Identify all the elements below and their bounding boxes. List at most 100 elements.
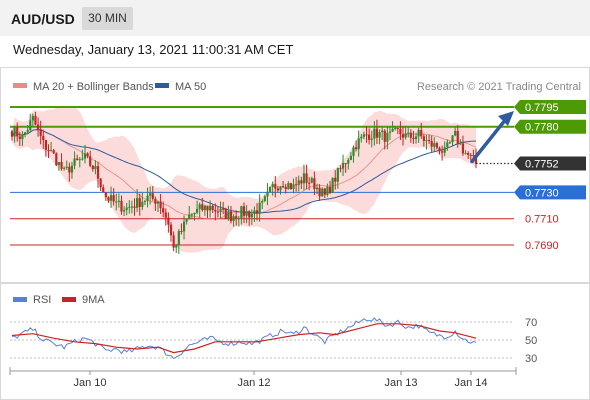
candle-body [310,178,313,183]
candle-body [109,195,113,201]
candle-body [417,130,420,137]
candle-body [21,134,24,140]
candle-body [401,134,405,138]
candle-body [216,211,220,213]
level-label-4: 0.7690 [525,240,559,252]
candle-body [336,168,339,182]
candle-body [117,200,120,202]
candle-body [474,155,478,164]
candle-body [175,245,178,248]
x-tick-label: Jan 13 [384,377,417,389]
candle-body [341,163,345,169]
candle-body [318,187,321,197]
candle-body [300,180,303,184]
candle-body [83,153,87,159]
candle-body [313,178,316,190]
candle-body [315,187,319,190]
candle-body [122,209,126,212]
candle-body [154,198,157,204]
candle-body [133,206,136,208]
candle-body [115,201,118,203]
candle-body [235,216,238,219]
candle-body [268,186,272,192]
candle-body [396,127,399,129]
candle-body [427,140,431,142]
candle-body [248,211,251,218]
candle-body [42,135,45,141]
candle-body [23,132,27,135]
candle-body [289,183,293,190]
candle-body [261,201,264,203]
candle-body [198,204,201,209]
candle-body [459,143,462,145]
candle-body [250,213,253,218]
candle-body [433,143,436,147]
rsi-tick-labels: 70 50 30 [525,317,537,365]
candle-body [81,158,84,160]
candle-body [467,153,470,155]
candle-body [323,188,326,195]
rsi-tick-label: 50 [525,335,537,347]
candle-body [164,212,167,218]
candle-body [305,173,308,183]
candle-body [107,197,110,201]
price-levels [10,106,514,246]
candle-body [94,166,97,170]
last-price-badge [514,156,586,171]
candle-body [211,205,214,210]
candle-body [201,204,204,211]
candle-body [446,142,449,148]
ma20-legend-swatch [13,83,27,88]
candle-body [266,191,269,197]
rsi-ma-legend-label: 9MA [82,294,105,306]
level-badge-0 [514,100,586,114]
candle-body [438,147,441,152]
level-labels: 0.7795 0.7780 0.7730 0.7710 0.7690 0.7752 [476,100,586,252]
candle-body [237,218,240,220]
candle-body [57,161,61,166]
candle-body [456,130,459,145]
rsi-series [11,317,477,360]
candle-body [169,224,173,236]
candle-body [156,201,160,204]
candle-body [297,180,300,185]
candle-body [138,198,141,207]
candle-body [334,177,337,182]
forecast-arrow-head [498,111,514,126]
candle-body [130,206,134,208]
candle-body [146,195,149,201]
level-label-1: 0.7780 [525,122,559,134]
bollinger-bands [12,105,476,253]
forecast-arrow [470,111,514,164]
rsi-ma-legend-swatch [62,297,76,302]
candle-body [188,214,191,220]
candle-body [63,167,66,169]
candle-body [149,193,152,196]
candle-body [13,127,16,137]
candle-body [435,143,438,148]
rsi-ma-line [11,323,477,354]
candle-body [232,216,235,222]
timeframe-button[interactable]: 30 MIN [82,7,133,30]
chart-datetime: Wednesday, January 13, 2021 11:00:31 AM … [13,42,294,57]
candle-body [354,147,358,150]
candle-body [287,183,290,190]
candle-body [193,212,196,215]
candle-body [365,134,368,136]
candle-body [151,193,154,199]
rsi-legend: RSI 9MA [13,294,105,306]
candle-body [136,198,139,208]
candle-body [203,205,206,211]
bollinger-band-area [12,105,476,253]
level-label-2: 0.7730 [525,187,559,199]
candle-body [282,186,285,188]
candlesticks [10,111,478,254]
candle-body [321,188,324,197]
candle-body [328,186,332,193]
candle-body [326,186,329,195]
candle-body [448,142,452,144]
candle-body [78,159,81,161]
candle-body [120,200,123,212]
candle-body [357,138,360,150]
candle-body [469,154,472,156]
